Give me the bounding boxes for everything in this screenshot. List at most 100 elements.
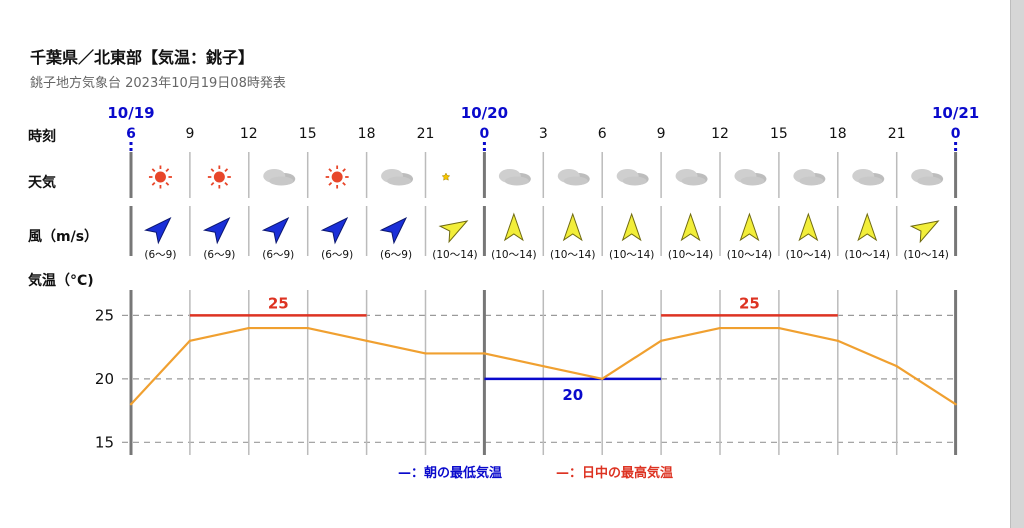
cloud-icon <box>793 169 826 186</box>
cloud-icon <box>675 169 708 186</box>
moon-star <box>441 172 451 181</box>
temperature-row-label: 気温（°C) <box>28 273 94 289</box>
sun-ray <box>328 168 333 172</box>
wind-arrow-shape <box>202 217 231 245</box>
date-label: 10/20 <box>461 104 508 122</box>
wind-arrow-shape <box>857 212 878 242</box>
cloud-icon <box>616 169 649 186</box>
wind-arrow-shape <box>909 220 940 244</box>
sun-icon <box>207 165 231 189</box>
wind-arrow-icon <box>680 212 701 242</box>
moon-icon <box>441 167 459 187</box>
y-tick-label: 15 <box>95 433 114 451</box>
wind-arrow-shape <box>798 212 819 242</box>
sun-ray <box>342 182 346 186</box>
wind-arrow-shape <box>680 212 701 242</box>
wind-arrow-shape <box>562 212 583 242</box>
cloud-base <box>740 176 765 186</box>
wind-arrow-icon <box>379 217 408 245</box>
cloud-icon <box>381 169 414 186</box>
cloud-base <box>917 176 942 186</box>
wind-arrow-shape <box>438 220 469 244</box>
hour-label: 21 <box>417 126 435 142</box>
max-temp-label: 25 <box>268 294 289 312</box>
wind-arrow-shape <box>320 217 349 245</box>
hour-label: 9 <box>657 126 666 142</box>
wind-speed-label: (10〜14) <box>491 249 536 261</box>
wind-arrow-shape <box>739 212 760 242</box>
issued-subtitle: 銚子地方気象台 2023年10月19日08時発表 <box>30 76 286 91</box>
temperature-point <box>188 339 192 342</box>
wind-speed-label: (10〜14) <box>903 249 948 261</box>
wind-speed-label: (10〜14) <box>845 249 890 261</box>
hour-label: 6 <box>126 126 136 142</box>
wind-arrow-icon <box>857 212 878 242</box>
legend-max-temp: —：日中の最高気温 <box>556 462 673 481</box>
hour-label: 21 <box>888 126 906 142</box>
wind-arrow-icon <box>909 220 940 244</box>
cloud-base <box>681 176 706 186</box>
sun-core <box>331 171 343 183</box>
sun-core <box>213 171 225 183</box>
wind-arrow-icon <box>320 217 349 245</box>
temperature-point <box>777 326 781 330</box>
y-tick-label: 25 <box>95 306 114 324</box>
hour-label: 18 <box>358 126 376 142</box>
legend-min-temp: —：朝の最低気温 <box>398 462 502 481</box>
cloud-icon <box>498 169 531 186</box>
wind-speed-label: (6〜9) <box>321 249 353 261</box>
cloud-base <box>858 176 883 186</box>
time-row-label: 時刻 <box>28 129 56 145</box>
hour-label: 18 <box>829 126 847 142</box>
legend-min-text: —：朝の最低気温 <box>398 466 503 481</box>
sun-icon <box>148 165 172 189</box>
wind-arrow-icon <box>202 217 231 245</box>
hour-label: 12 <box>240 126 258 142</box>
hour-label: 15 <box>299 126 317 142</box>
sun-ray <box>210 168 215 172</box>
temperature-point <box>601 377 604 381</box>
wind-arrow-icon <box>261 217 290 245</box>
wind-arrow-shape <box>144 217 172 245</box>
hour-label: 0 <box>951 126 961 142</box>
wind-speed-label: (6〜9) <box>262 249 294 261</box>
wind-arrow-shape <box>503 212 524 242</box>
window-edge-scrollbar[interactable] <box>1010 0 1024 528</box>
hour-label: 6 <box>598 126 607 142</box>
temperature-point <box>954 403 957 406</box>
cloud-icon <box>911 169 944 186</box>
cloud-base <box>269 176 294 186</box>
temperature-point <box>129 403 133 406</box>
wind-speed-label: (6〜9) <box>203 249 235 261</box>
hour-label: 15 <box>770 126 788 142</box>
wind-arrow-icon <box>562 212 583 242</box>
cloud-icon <box>263 169 296 186</box>
min-temp-label: 20 <box>562 386 583 404</box>
y-tick-label: 20 <box>95 370 114 388</box>
cloud-base <box>387 176 412 186</box>
cloud-base <box>563 176 588 186</box>
date-label: 10/19 <box>107 104 154 122</box>
page-title: 千葉県／北東部【気温：銚子】 <box>30 48 255 67</box>
sun-ray <box>165 168 170 172</box>
wind-speed-label: (10〜14) <box>550 249 595 261</box>
sun-ray <box>328 182 333 186</box>
temperature-point <box>836 339 839 342</box>
cloud-icon <box>557 169 590 186</box>
sun-ray <box>224 182 229 186</box>
temperature-point <box>247 326 250 330</box>
wind-arrow-icon <box>438 220 469 244</box>
wind-arrow-icon <box>739 212 760 242</box>
wind-arrow-icon <box>798 212 819 242</box>
weather-row-label: 天気 <box>28 175 56 191</box>
wind-arrow-shape <box>261 217 290 245</box>
wind-arrow-shape <box>621 212 642 242</box>
wind-speed-label: (10〜14) <box>786 249 831 261</box>
sun-ray <box>151 168 156 172</box>
date-label: 10/21 <box>932 104 979 122</box>
temperature-point <box>895 364 898 368</box>
wind-row-label: 風（m/s） <box>28 229 99 245</box>
max-temp-label: 25 <box>739 294 760 312</box>
